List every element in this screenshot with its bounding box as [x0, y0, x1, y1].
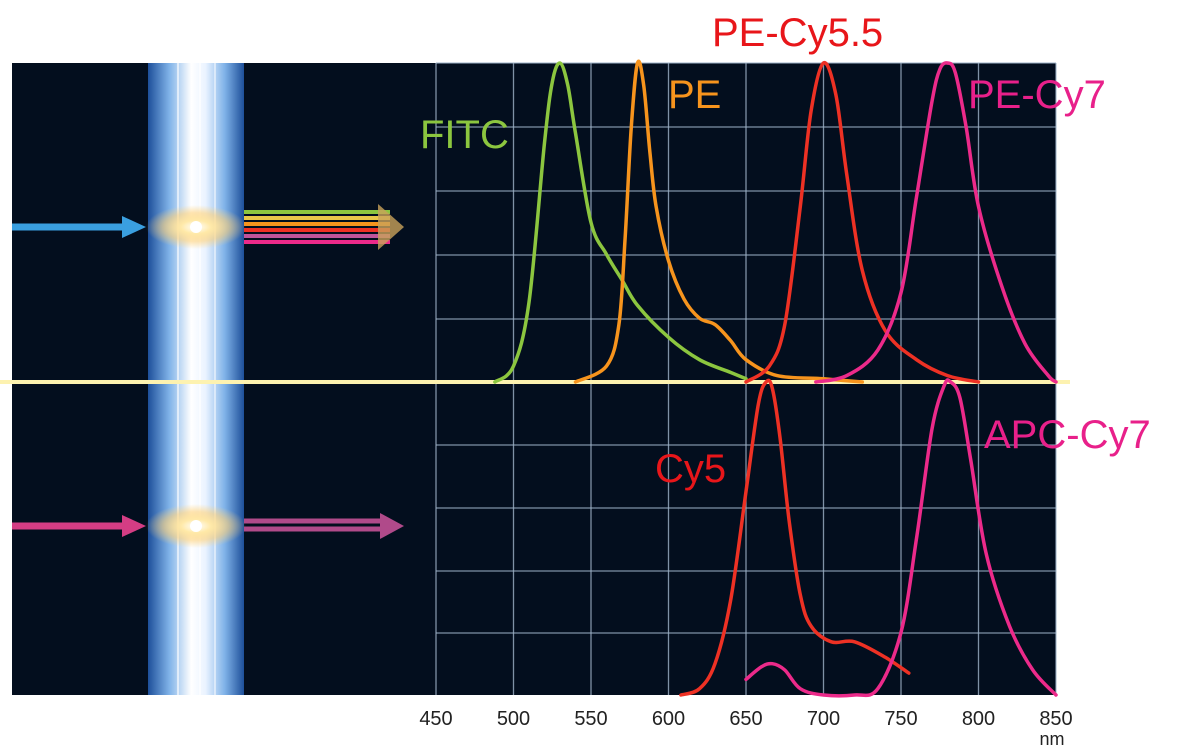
- x-unit-label: nm: [1039, 729, 1064, 749]
- x-tick-label: 600: [652, 708, 685, 730]
- excitation-spot-core: [190, 221, 202, 233]
- series-label-cy5: Cy5: [655, 447, 726, 491]
- x-tick-label: 700: [807, 708, 840, 730]
- spectra-curves: [493, 59, 1058, 698]
- sample-stream: [148, 63, 244, 695]
- excitation-spot-core: [190, 520, 202, 532]
- series-label-fitc: FITC: [420, 113, 509, 157]
- spectrum-curve-pe-cy5-5: [744, 61, 981, 384]
- spectrum-curve-pe: [573, 59, 865, 384]
- series-label-apc-cy7: APC-Cy7: [984, 413, 1151, 457]
- laser-arrowhead-blue: [122, 216, 146, 238]
- x-tick-label: 800: [962, 708, 995, 730]
- emission-arrowhead: [378, 204, 404, 250]
- spectrum-curve-fitc: [493, 61, 748, 384]
- x-tick-label: 750: [884, 708, 917, 730]
- spectrum-curve-pe-cy7: [814, 61, 1058, 384]
- laser-arrowhead-red: [122, 515, 146, 537]
- x-tick-label: 850: [1039, 708, 1072, 730]
- x-tick-label: 500: [497, 708, 530, 730]
- x-tick-label: 550: [574, 708, 607, 730]
- series-label-pe-cy7: PE-Cy7: [968, 73, 1106, 117]
- x-tick-labels: 450 500 550 600 650 700 750 800 850: [419, 708, 1072, 730]
- spectrum-curve-apc-cy7: [744, 378, 1058, 698]
- flow-cell-illustration: [12, 63, 404, 695]
- emission-arrowhead: [380, 513, 404, 539]
- series-label-pe: PE: [668, 73, 721, 117]
- x-tick-label: 450: [419, 708, 452, 730]
- spectrum-curve-cy5: [679, 378, 911, 697]
- series-label-pe-cy5-5: PE-Cy5.5: [712, 11, 883, 55]
- x-tick-label: 650: [729, 708, 762, 730]
